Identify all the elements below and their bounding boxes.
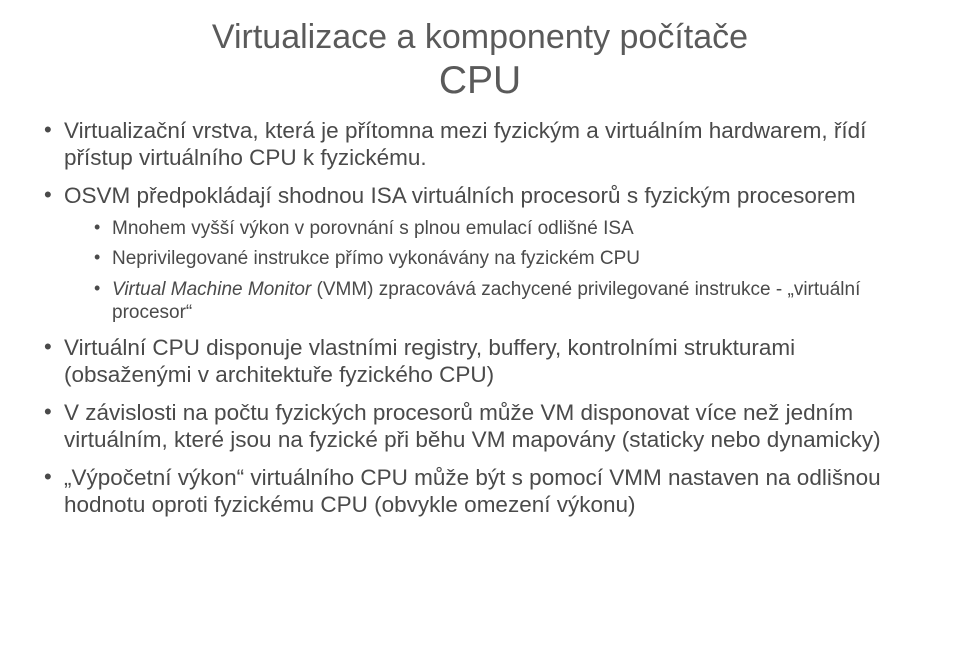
list-item: Virtuální CPU disponuje vlastními regist… bbox=[44, 334, 922, 389]
list-item: Mnohem vyšší výkon v porovnání s plnou e… bbox=[94, 217, 922, 240]
bullet-text: Mnohem vyšší výkon v porovnání s plnou e… bbox=[112, 218, 634, 239]
sub-bullet-list: Mnohem vyšší výkon v porovnání s plnou e… bbox=[64, 217, 922, 324]
list-item: „Výpočetní výkon“ virtuálního CPU může b… bbox=[44, 464, 922, 519]
bullet-text: „Výpočetní výkon“ virtuálního CPU může b… bbox=[64, 465, 881, 517]
bullet-text: Virtuální CPU disponuje vlastními regist… bbox=[64, 335, 795, 387]
bullet-text: OSVM předpokládají shodnou ISA virtuální… bbox=[64, 183, 856, 208]
bullet-list: Virtualizační vrstva, která je přítomna … bbox=[38, 117, 922, 519]
bullet-text: Neprivilegované instrukce přímo vykonává… bbox=[112, 248, 640, 269]
slide-title: Virtualizace a komponenty počítače CPU bbox=[38, 18, 922, 103]
list-item: OSVM předpokládají shodnou ISA virtuální… bbox=[44, 182, 922, 324]
list-item: V závislosti na počtu fyzických procesor… bbox=[44, 399, 922, 454]
list-item: Virtual Machine Monitor (VMM) zpracovává… bbox=[94, 278, 922, 324]
bullet-text: Virtualizační vrstva, která je přítomna … bbox=[64, 118, 866, 170]
bullet-text: Virtual Machine Monitor (VMM) zpracovává… bbox=[112, 279, 860, 323]
title-line-1: Virtualizace a komponenty počítače bbox=[38, 18, 922, 57]
list-item: Neprivilegované instrukce přímo vykonává… bbox=[94, 247, 922, 270]
list-item: Virtualizační vrstva, která je přítomna … bbox=[44, 117, 922, 172]
title-line-2: CPU bbox=[38, 59, 922, 103]
bullet-text: V závislosti na počtu fyzických procesor… bbox=[64, 400, 881, 452]
